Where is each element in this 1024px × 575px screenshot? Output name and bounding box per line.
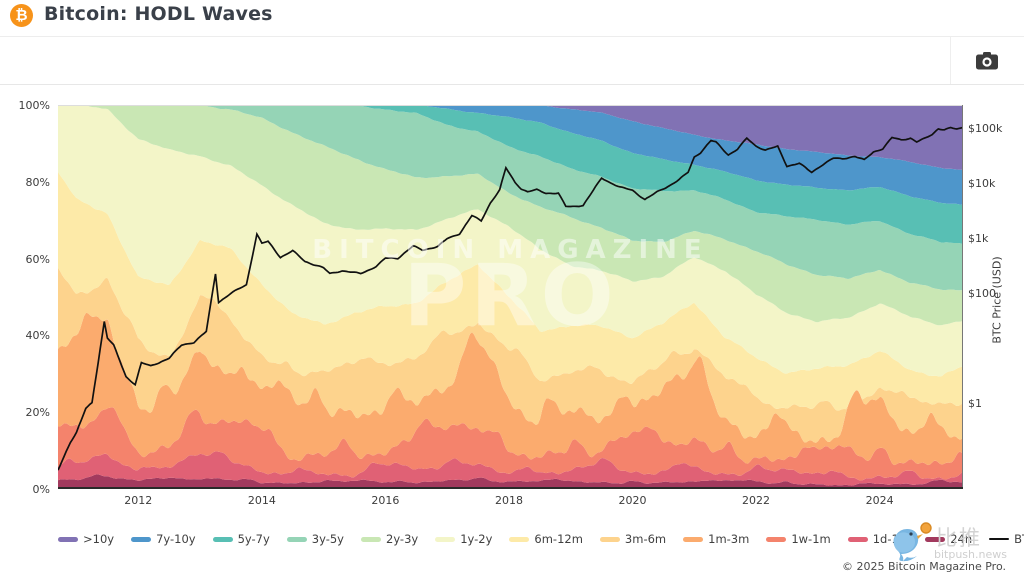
price-axis-tick: $100k [968, 122, 1003, 135]
band-24h [58, 474, 963, 489]
legend-swatch [683, 536, 704, 542]
legend-swatch [766, 536, 787, 542]
legend-label: 7y-10y [156, 532, 196, 546]
legend-item-3y-5y[interactable]: 3y-5y [286, 532, 344, 546]
x-axis-tick: 2020 [618, 494, 647, 507]
legend-label: 3y-5y [311, 532, 344, 546]
legend-item-7y-10y[interactable]: 7y-10y [131, 532, 196, 546]
legend-swatch [509, 536, 530, 542]
legend-swatch [131, 536, 152, 542]
legend-item-6m-12m[interactable]: 6m-12m [509, 532, 583, 546]
legend-item-1m-3m[interactable]: 1m-3m [683, 532, 749, 546]
legend-label: 1w-1m [791, 532, 831, 546]
y-axis-tick: 80% [25, 175, 50, 189]
chart-legend: >10y 7y-10y 5y-7y 3y-5y 2y-3y 1y-2y 6m-12m 3m-6… [58, 532, 1024, 546]
band-6m-12m [58, 171, 962, 411]
x-axis-tick: 2024 [865, 494, 894, 507]
band-3m-6m [58, 267, 962, 443]
legend-item-5y-7y[interactable]: 5y-7y [212, 532, 270, 546]
bitcoin-logo-icon: ₿ [10, 4, 33, 27]
legend-item-1w-1m[interactable]: 1w-1m [766, 532, 831, 546]
legend-swatch [847, 536, 868, 542]
legend-label: >10y [83, 532, 115, 546]
price-axis-tick: $100 [968, 287, 996, 300]
legend-item->10y[interactable]: >10y [58, 532, 114, 546]
legend-swatch [989, 538, 1010, 540]
y-axis-tick: 100% [18, 99, 50, 112]
legend-swatch [925, 536, 946, 542]
bitpush-name: 比推 [936, 526, 982, 550]
legend-swatch [435, 536, 456, 542]
x-axis-tick: 2022 [742, 494, 771, 507]
y-axis-tick: 20% [25, 406, 50, 420]
y-axis-tick: 40% [25, 329, 50, 343]
band-3y-5y [58, 105, 962, 291]
toolbar [0, 36, 1024, 85]
band-5y-7y [58, 105, 962, 244]
legend-item-BTC Price[interactable]: BTC Price [989, 532, 1024, 546]
legend-label: 2y-3y [386, 532, 419, 546]
band-1w-1m [58, 407, 962, 481]
legend-swatch [212, 536, 233, 542]
legend-label: BTC Price [1014, 532, 1024, 546]
legend-item-3m-6m[interactable]: 3m-6m [599, 532, 667, 546]
legend-item-2y-3y[interactable]: 2y-3y [361, 532, 418, 546]
x-axis-tick: 2014 [247, 494, 276, 507]
y-axis-tick: 60% [25, 252, 50, 266]
band->10y [58, 105, 962, 170]
legend-swatch [361, 536, 381, 542]
x-axis-tick: 2018 [494, 494, 523, 507]
legend-label: 1m-3m [708, 532, 750, 546]
legend-label: 1y-2y [460, 532, 493, 546]
bitpush-branding: 比推 bitpush.news [890, 521, 1020, 563]
copyright-text: © 2025 Bitcoin Magazine Pro. [842, 560, 1006, 573]
page-title: Bitcoin: HODL Waves [44, 3, 273, 25]
band-1m-3m [58, 312, 962, 466]
twitter-bird-icon [893, 522, 932, 562]
band-2y-3y [58, 105, 962, 326]
legend-swatch [599, 536, 620, 542]
legend-item-24h[interactable]: 24h [925, 532, 972, 546]
legend-item-1y-2y[interactable]: 1y-2y [435, 532, 492, 546]
x-axis-tick: 2012 [124, 494, 153, 507]
price-axis-tick: $1 [968, 397, 982, 410]
x-axis-tick: 2016 [371, 494, 400, 507]
y-axis-tick: 0% [32, 483, 50, 496]
camera-icon [976, 52, 998, 70]
band-1d-1w [58, 451, 962, 486]
bitpush-url: bitpush.news [934, 548, 1007, 561]
legend-label: 5y-7y [237, 532, 270, 546]
btc-price-line [58, 126, 963, 471]
legend-label: 3m-6m [624, 532, 667, 546]
right-axis-title: BTC Price (USD) [990, 256, 1004, 344]
toolbar-divider [950, 37, 951, 84]
legend-swatch [286, 536, 307, 542]
legend-label: 24h [950, 532, 973, 546]
price-axis-tick: $1k [968, 232, 989, 245]
legend-swatch [58, 536, 78, 542]
legend-label: 6m-12m [534, 532, 583, 546]
price-axis-tick: $10k [968, 177, 996, 190]
camera-screenshot-button[interactable] [972, 51, 1002, 73]
hodl-waves-chart[interactable] [58, 105, 963, 489]
band-1y-2y [58, 105, 962, 377]
